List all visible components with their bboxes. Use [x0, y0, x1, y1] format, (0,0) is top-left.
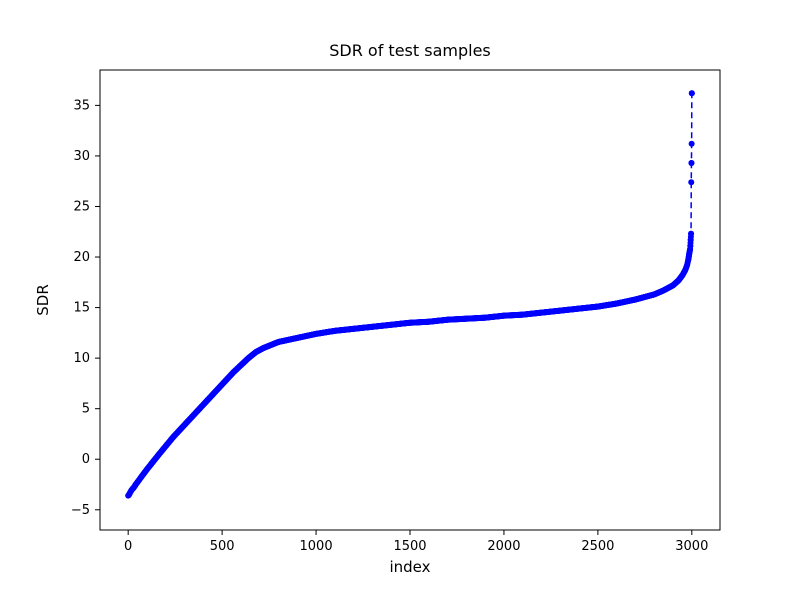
- y-tick-label: 5: [82, 402, 90, 417]
- data-marker: [688, 160, 694, 166]
- y-tick-label: 10: [73, 351, 90, 366]
- chart-title: SDR of test samples: [329, 41, 491, 60]
- x-tick-label: 3000: [675, 539, 708, 554]
- y-tick-label: −5: [71, 503, 90, 518]
- data-marker: [689, 141, 695, 147]
- y-tick-label: 0: [82, 452, 90, 467]
- x-tick-label: 500: [210, 539, 235, 554]
- y-tick-label: 20: [73, 250, 90, 265]
- x-tick-label: 1000: [300, 539, 333, 554]
- sdr-chart: 0 500 1000 1500 2000 2500 3000 −5 0 5 10 15 20 25 30 35…: [0, 0, 800, 600]
- y-tick-label: 35: [73, 98, 90, 113]
- x-tick-label: 2000: [487, 539, 520, 554]
- data-marker: [688, 231, 694, 237]
- x-tick-label: 2500: [581, 539, 614, 554]
- chart-container: 0 500 1000 1500 2000 2500 3000 −5 0 5 10 15 20 25 30 35…: [0, 0, 800, 600]
- data-marker: [689, 90, 695, 96]
- x-tick-label: 1500: [393, 539, 426, 554]
- data-marker: [688, 179, 694, 185]
- y-tick-label: 25: [73, 199, 90, 214]
- y-tick-label: 30: [73, 149, 90, 164]
- y-tick-label: 15: [73, 301, 90, 316]
- x-axis-label: index: [389, 558, 430, 576]
- x-tick-label: 0: [124, 539, 132, 554]
- y-axis-label: SDR: [34, 284, 52, 316]
